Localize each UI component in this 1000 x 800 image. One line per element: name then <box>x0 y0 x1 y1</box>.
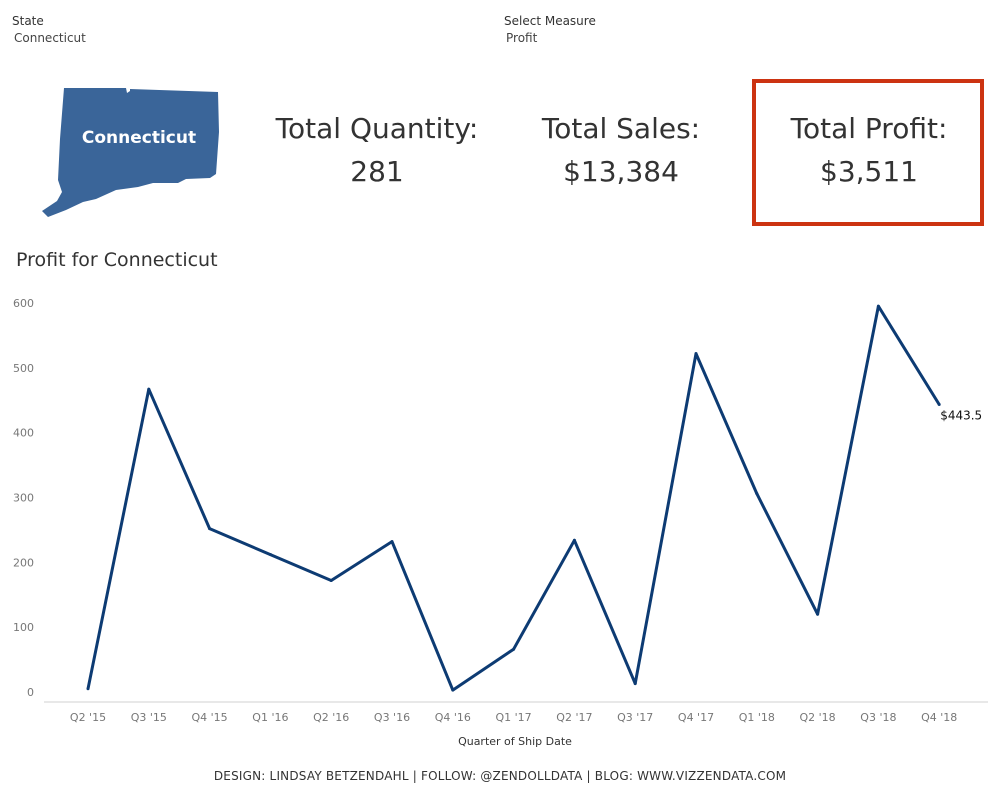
data-point[interactable] <box>755 492 759 496</box>
x-tick-label: Q2 '15 <box>70 711 106 724</box>
kpi-total-sales: Total Sales: $13,384 <box>506 112 736 192</box>
kpi-sales-value: $13,384 <box>563 155 679 188</box>
kpi-profit-value: $3,511 <box>820 155 918 188</box>
data-point[interactable] <box>208 527 212 531</box>
y-tick-label: 0 <box>27 686 34 699</box>
x-tick-label: Q2 '18 <box>800 711 836 724</box>
data-point[interactable] <box>451 688 455 692</box>
x-tick-label: Q3 '15 <box>131 711 167 724</box>
x-tick-label: Q2 '17 <box>556 711 592 724</box>
data-point[interactable] <box>329 578 333 582</box>
kpi-profit-highlight-box <box>752 79 984 226</box>
x-tick-label: Q4 '15 <box>192 711 228 724</box>
y-axis-ticks: 0 100 200 300 400 500 600 <box>13 297 34 699</box>
y-tick-label: 200 <box>13 556 34 569</box>
x-tick-label: Q3 '17 <box>617 711 653 724</box>
x-axis-title: Quarter of Ship Date <box>458 735 572 748</box>
data-point[interactable] <box>147 387 151 391</box>
profit-points <box>86 304 941 692</box>
footer-credits: DESIGN: LINDSAY BETZENDAHL | FOLLOW: @ZE… <box>213 769 787 783</box>
x-tick-label: Q4 '16 <box>435 711 471 724</box>
data-point[interactable] <box>876 304 880 308</box>
x-tick-label: Q1 '16 <box>252 711 288 724</box>
state-filter[interactable]: State Connecticut <box>12 14 86 45</box>
state-shape[interactable] <box>42 88 219 217</box>
data-point[interactable] <box>572 538 576 542</box>
data-point[interactable] <box>816 612 820 616</box>
data-point[interactable] <box>390 540 394 544</box>
x-tick-label: Q3 '18 <box>860 711 896 724</box>
x-tick-label: Q4 '17 <box>678 711 714 724</box>
y-tick-label: 400 <box>13 427 34 440</box>
kpi-total-quantity: Total Quantity: 281 <box>262 112 492 192</box>
state-filter-value[interactable]: Connecticut <box>14 31 86 45</box>
profit-line-chart[interactable]: 0 100 200 300 400 500 600 Q2 '15 Q3 '15 Q4 '15 Q1… <box>0 280 1000 755</box>
kpi-quantity-label: Total Quantity: <box>275 112 479 145</box>
kpi-sales-label: Total Sales: <box>541 112 701 145</box>
x-tick-label: Q1 '18 <box>739 711 775 724</box>
x-tick-label: Q3 '16 <box>374 711 410 724</box>
x-tick-label: Q4 '18 <box>921 711 957 724</box>
y-tick-label: 500 <box>13 362 34 375</box>
y-tick-label: 600 <box>13 297 34 310</box>
chart-title: Profit for Connecticut <box>16 249 218 271</box>
data-point[interactable] <box>694 352 698 356</box>
state-map[interactable]: Connecticut <box>38 84 228 224</box>
data-point[interactable] <box>86 687 90 691</box>
kpi-total-profit: Total Profit: $3,511 <box>754 112 984 192</box>
data-point[interactable] <box>268 553 272 557</box>
measure-filter-label: Select Measure <box>504 14 596 28</box>
state-filter-label: State <box>12 14 44 28</box>
kpi-profit-label: Total Profit: <box>790 112 948 145</box>
state-map-label: Connecticut <box>82 128 196 148</box>
data-point[interactable] <box>512 647 516 651</box>
kpi-quantity-value: 281 <box>350 155 404 188</box>
measure-filter-value[interactable]: Profit <box>506 31 538 45</box>
profit-series-line[interactable] <box>86 304 941 692</box>
y-tick-label: 300 <box>13 492 34 505</box>
last-point-label: $443.5 <box>940 408 982 422</box>
data-point[interactable] <box>937 402 941 406</box>
y-tick-label: 100 <box>13 621 34 634</box>
measure-filter[interactable]: Select Measure Profit <box>504 14 596 45</box>
x-tick-label: Q2 '16 <box>313 711 349 724</box>
x-axis-ticks: Q2 '15 Q3 '15 Q4 '15 Q1 '16 Q2 '16 Q3 '16 Q4 '… <box>70 711 957 724</box>
data-point[interactable] <box>633 682 637 686</box>
x-tick-label: Q1 '17 <box>496 711 532 724</box>
